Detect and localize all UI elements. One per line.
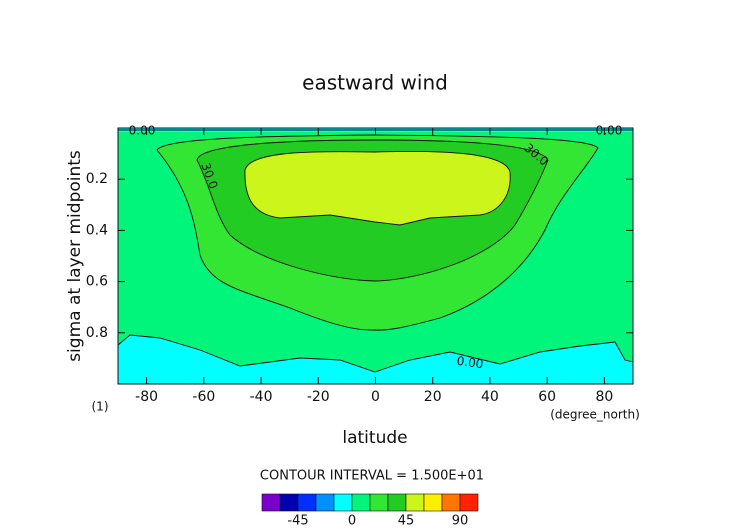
y-axis-label: sigma at layer midpoints <box>65 150 85 362</box>
colorbar-swatch <box>351 493 371 512</box>
plot-area: 0.00 0.00 0.00 30.0 30.0 <box>117 124 634 385</box>
colorbar-swatch <box>423 493 443 512</box>
x-tick-label: -80 <box>135 389 158 405</box>
colorbar-swatch <box>315 493 335 512</box>
contour-label: 0.00 <box>129 124 156 138</box>
x-tick-label: -20 <box>307 389 330 405</box>
x-tick-label: 80 <box>595 389 613 405</box>
contour-region <box>118 335 633 384</box>
contour-region <box>244 151 511 225</box>
x-unit: (degree_north) <box>550 408 640 422</box>
x-tick-label: 20 <box>424 389 442 405</box>
colorbar-swatch <box>441 493 461 512</box>
colorbar-tick-label: 90 <box>452 514 469 529</box>
x-tick-label: -60 <box>192 389 215 405</box>
chart-title: eastward wind <box>302 71 448 95</box>
y-tick-label: 0.6 <box>86 274 108 290</box>
colorbar-swatch <box>297 493 317 512</box>
y-tick-label: 0.2 <box>86 171 108 187</box>
contour-label: 0.00 <box>456 354 484 372</box>
colorbar-swatch <box>279 493 299 512</box>
colorbar-tick-label: 45 <box>398 514 415 529</box>
contour-interval: CONTOUR INTERVAL = 1.500E+01 <box>260 469 484 484</box>
x-tick-label: 60 <box>538 389 556 405</box>
x-tick-label: 40 <box>481 389 499 405</box>
x-tick-label: 0 <box>371 389 380 405</box>
colorbar-swatch <box>333 493 353 512</box>
contour-line <box>156 134 599 331</box>
contour-line <box>117 334 634 373</box>
contour-line <box>196 139 549 282</box>
y-unit: (1) <box>92 400 109 414</box>
colorbar-swatch <box>459 493 479 512</box>
x-tick-label: -40 <box>250 389 273 405</box>
x-axis-label: latitude <box>342 428 407 448</box>
colorbar-tick-label: 0 <box>348 514 356 529</box>
colorbar-tick-label: -45 <box>287 514 308 529</box>
colorbar-swatch <box>261 493 281 512</box>
colorbar-swatch <box>369 493 389 512</box>
contour-label: 0.00 <box>596 124 623 138</box>
contour-line <box>244 150 511 226</box>
y-tick-label: 0.4 <box>86 222 108 238</box>
colorbar-swatch <box>387 493 407 512</box>
y-tick-label: 0.8 <box>86 325 108 341</box>
colorbar-swatch <box>405 493 425 512</box>
